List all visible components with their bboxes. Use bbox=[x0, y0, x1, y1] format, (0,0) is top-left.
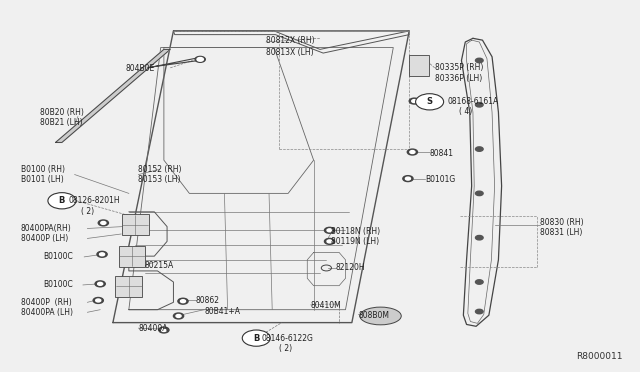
Text: B: B bbox=[253, 334, 259, 343]
Circle shape bbox=[197, 58, 204, 61]
Text: 80400P (LH): 80400P (LH) bbox=[20, 234, 68, 243]
FancyBboxPatch shape bbox=[122, 214, 148, 235]
Text: 80862: 80862 bbox=[196, 296, 220, 305]
Text: B0100C: B0100C bbox=[43, 252, 72, 262]
Circle shape bbox=[100, 253, 104, 256]
Circle shape bbox=[327, 240, 332, 243]
Circle shape bbox=[180, 300, 186, 303]
Text: 80335P (RH): 80335P (RH) bbox=[435, 63, 483, 72]
Text: 80841: 80841 bbox=[429, 149, 454, 158]
Text: ( 2): ( 2) bbox=[81, 206, 94, 216]
Text: 08146-6122G: 08146-6122G bbox=[261, 334, 313, 343]
Circle shape bbox=[176, 314, 181, 317]
Text: B0100 (RH): B0100 (RH) bbox=[20, 165, 65, 174]
Text: B: B bbox=[59, 196, 65, 205]
Circle shape bbox=[403, 176, 413, 182]
Circle shape bbox=[98, 282, 102, 285]
FancyBboxPatch shape bbox=[118, 246, 145, 267]
Circle shape bbox=[243, 330, 270, 346]
Text: 80153 (LH): 80153 (LH) bbox=[138, 175, 181, 184]
Text: 08168-6161A: 08168-6161A bbox=[447, 97, 499, 106]
Circle shape bbox=[410, 151, 415, 154]
Text: 80118N (RH): 80118N (RH) bbox=[332, 227, 381, 235]
Circle shape bbox=[407, 149, 417, 155]
Text: 80152 (RH): 80152 (RH) bbox=[138, 165, 182, 174]
Text: 82120H: 82120H bbox=[336, 263, 365, 272]
Text: 80215A: 80215A bbox=[145, 261, 174, 270]
Circle shape bbox=[161, 328, 166, 331]
Text: 80119N (LH): 80119N (LH) bbox=[332, 237, 380, 246]
Circle shape bbox=[476, 58, 483, 62]
Circle shape bbox=[476, 191, 483, 196]
Circle shape bbox=[178, 298, 188, 304]
Text: 80400P  (RH): 80400P (RH) bbox=[20, 298, 71, 307]
Circle shape bbox=[93, 298, 103, 304]
Text: B0101G: B0101G bbox=[425, 175, 456, 184]
Circle shape bbox=[324, 238, 335, 244]
Text: 80410M: 80410M bbox=[310, 301, 341, 311]
FancyBboxPatch shape bbox=[408, 55, 429, 76]
Circle shape bbox=[97, 251, 107, 257]
Circle shape bbox=[173, 313, 184, 319]
Text: ( 2): ( 2) bbox=[278, 344, 292, 353]
Text: 80813X (LH): 80813X (LH) bbox=[266, 48, 314, 57]
Circle shape bbox=[159, 327, 169, 333]
Text: 80B21 (LH): 80B21 (LH) bbox=[40, 118, 83, 127]
Circle shape bbox=[327, 229, 332, 232]
Text: 08126-8201H: 08126-8201H bbox=[68, 196, 120, 205]
Text: 80830 (RH): 80830 (RH) bbox=[540, 218, 584, 227]
Text: 80B41+A: 80B41+A bbox=[204, 307, 240, 316]
Circle shape bbox=[96, 299, 100, 302]
Text: 80812X (RH): 80812X (RH) bbox=[266, 36, 314, 45]
Text: 80400A: 80400A bbox=[138, 324, 168, 333]
Text: 80831 (LH): 80831 (LH) bbox=[540, 228, 582, 237]
Polygon shape bbox=[56, 49, 170, 142]
Circle shape bbox=[476, 103, 483, 107]
Circle shape bbox=[415, 94, 444, 110]
Circle shape bbox=[99, 220, 108, 226]
Circle shape bbox=[48, 193, 76, 209]
Circle shape bbox=[412, 100, 417, 103]
Ellipse shape bbox=[360, 307, 401, 325]
Text: 80336P (LH): 80336P (LH) bbox=[435, 74, 482, 83]
Circle shape bbox=[476, 310, 483, 314]
Text: B0100C: B0100C bbox=[43, 280, 72, 289]
Text: S: S bbox=[427, 97, 433, 106]
Circle shape bbox=[95, 281, 105, 287]
Circle shape bbox=[405, 177, 410, 180]
FancyBboxPatch shape bbox=[115, 276, 142, 297]
Text: 808B0M: 808B0M bbox=[358, 311, 389, 320]
Text: 80400PA(RH): 80400PA(RH) bbox=[20, 224, 71, 233]
Text: 804B0E: 804B0E bbox=[125, 64, 155, 73]
Circle shape bbox=[476, 235, 483, 240]
Text: R8000011: R8000011 bbox=[576, 352, 623, 361]
Text: 80B20 (RH): 80B20 (RH) bbox=[40, 108, 83, 117]
Circle shape bbox=[100, 221, 106, 224]
Text: B0101 (LH): B0101 (LH) bbox=[20, 175, 63, 184]
Text: ( 4): ( 4) bbox=[459, 107, 472, 116]
Circle shape bbox=[195, 57, 205, 62]
Circle shape bbox=[476, 147, 483, 151]
Circle shape bbox=[476, 280, 483, 284]
Text: 80400PA (LH): 80400PA (LH) bbox=[20, 308, 72, 317]
Circle shape bbox=[409, 98, 419, 104]
Circle shape bbox=[324, 227, 335, 233]
